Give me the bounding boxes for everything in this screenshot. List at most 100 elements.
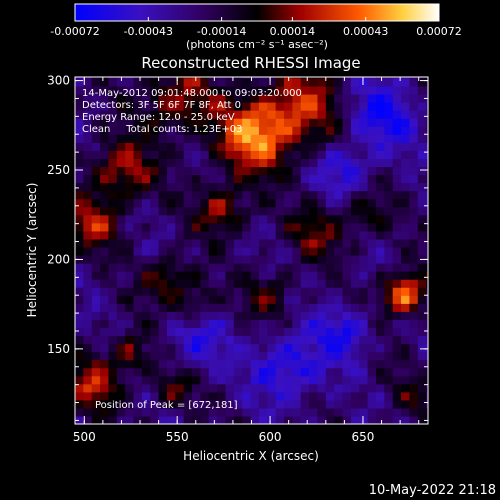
heatmap-cell [258,166,268,176]
heatmap-cell [217,399,227,409]
heatmap-cell [334,311,344,320]
heatmap-cell [300,263,310,272]
heatmap-cell [150,158,160,168]
heatmap-cell [284,383,293,393]
heatmap-cell [367,367,377,377]
heatmap-cell [350,77,360,87]
heatmap-cell [100,238,110,248]
heatmap-cell [267,214,277,224]
heatmap-cell [300,351,310,361]
heatmap-cell [125,415,135,424]
heatmap-cell [350,271,360,280]
heatmap-cell [242,351,252,361]
heatmap-cell [233,77,243,79]
heatmap-cell [350,319,360,329]
heatmap-cell [417,174,427,184]
heatmap-cell [342,279,352,288]
heatmap-cell [200,190,210,200]
heatmap-cell [125,319,135,329]
heatmap-cell [100,118,110,127]
heatmap-cell [75,375,84,385]
heatmap-cell [150,391,160,401]
heatmap-cell [375,271,385,280]
heatmap-cell [100,206,110,216]
heatmap-cell [108,142,118,151]
heatmap-cell [116,246,126,256]
heatmap-cell [325,206,335,216]
heatmap-cell [200,415,210,424]
heatmap-cell [275,150,285,159]
heatmap-cell [75,182,84,192]
heatmap-cell [217,77,227,87]
y-tick-label: 150 [47,342,70,356]
heatmap-cell [100,246,110,256]
heatmap-cell [175,230,185,240]
heatmap-cell [409,246,419,256]
heatmap-cell [225,230,235,240]
heatmap-cell [359,375,369,385]
heatmap-cell [175,271,185,280]
heatmap-cell [258,327,268,337]
heatmap-cell [208,174,218,184]
heatmap-cell [275,327,285,337]
heatmap-cell [284,399,293,409]
heatmap-cell [292,391,302,401]
heatmap-cell [342,142,352,151]
heatmap-cell [116,271,126,280]
heatmap-cell [325,303,335,312]
heatmap-cell [317,158,327,168]
heatmap-cell [91,367,101,377]
heatmap-cell [292,343,302,353]
heatmap-cell [217,327,227,337]
heatmap-cell [350,287,360,296]
heatmap-cell [125,230,135,240]
heatmap-cell [150,287,160,296]
heatmap-cell [175,303,185,312]
heatmap-cell [350,246,360,256]
heatmap-cell [116,158,126,168]
heatmap-cell [350,182,360,192]
heatmap-cell [175,85,185,95]
heatmap-cell [359,263,369,272]
heatmap-cell [334,222,344,232]
heatmap-cell [217,359,227,369]
heatmap-cell [208,214,218,224]
heatmap-cell [100,279,110,288]
heatmap-cell [292,351,302,361]
heatmap-cell [334,375,344,385]
heatmap-cell [367,263,377,272]
heatmap-cell [116,263,126,272]
heatmap-cell [317,190,327,200]
heatmap-cell [116,327,126,337]
heatmap-cell [91,85,101,95]
heatmap-cell [317,319,327,329]
heatmap-cell [200,77,210,87]
heatmap-cell [150,238,160,248]
heatmap-cell [384,206,394,216]
heatmap-cell [317,303,327,312]
heatmap-cell [401,407,411,417]
heatmap-cell [409,375,419,385]
heatmap-cell [359,102,369,111]
heatmap-cell [208,263,218,272]
heatmap-cell [192,77,202,79]
heatmap-cell [426,303,428,312]
heatmap-cell [250,359,260,369]
heatmap-cell [309,407,319,417]
heatmap-cell [133,166,143,176]
heatmap-cell [175,134,185,143]
heatmap-cell [317,77,327,87]
heatmap-cell [325,77,335,79]
heatmap-cell [108,190,118,200]
heatmap-cell [133,174,143,184]
heatmap-cell [325,126,335,135]
heatmap-cell [367,110,377,119]
heatmap-cell [200,279,210,288]
heatmap-cell [233,214,243,224]
heatmap-cell [350,118,360,127]
heatmap-cell [75,126,84,135]
heatmap-cell [116,182,126,192]
heatmap-cell [350,415,360,424]
heatmap-cell [275,279,285,288]
heatmap-cell [91,399,101,409]
